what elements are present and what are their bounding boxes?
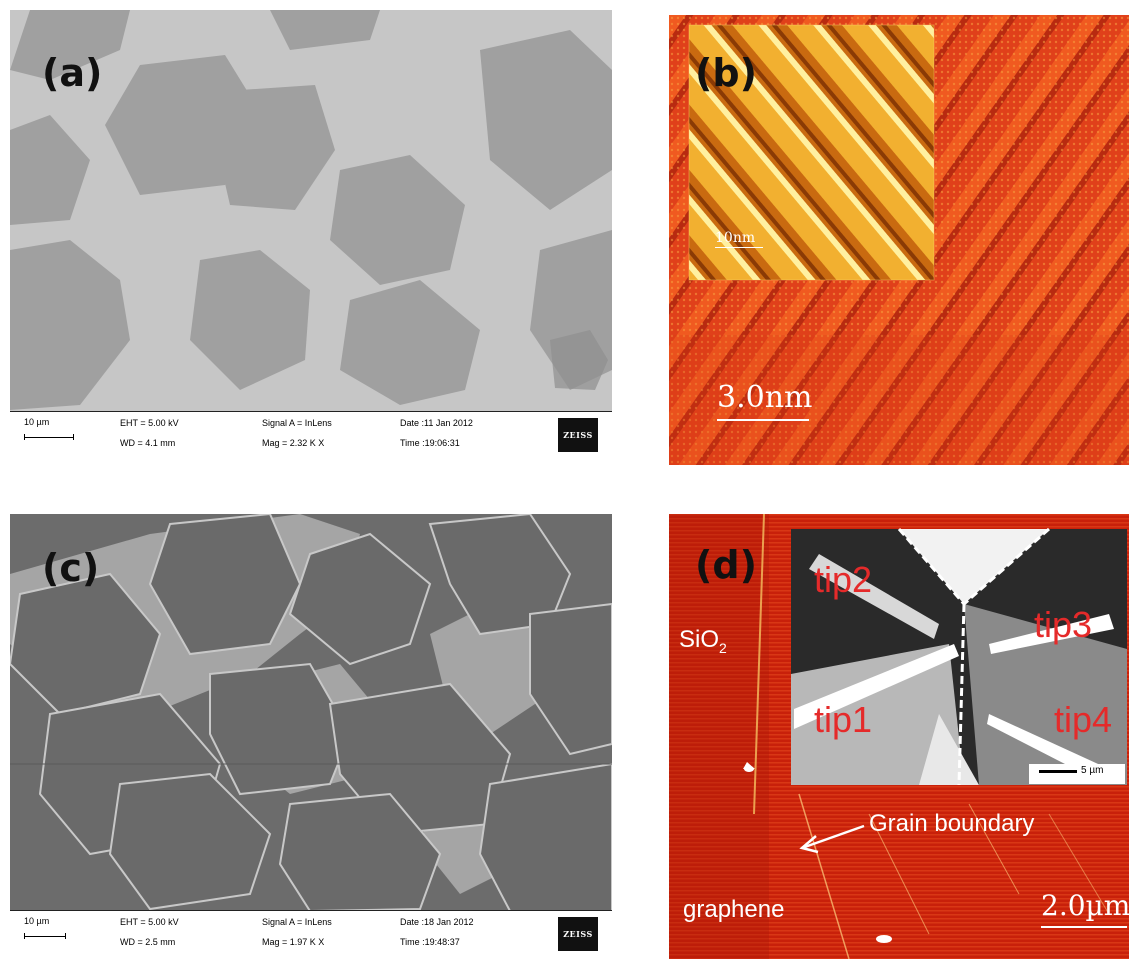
inset-scale-label: 5 µm [1081, 765, 1104, 776]
scale-bar [24, 434, 74, 440]
arrow-icon [799, 824, 865, 854]
date-value: Date :18 Jan 2012 [400, 917, 474, 927]
sem-image-a [10, 10, 612, 412]
scale-label: 10 µm [24, 916, 50, 926]
panel-label-c: (c) [42, 546, 100, 590]
time-value: Time :19:06:31 [400, 438, 460, 448]
panel-c: (c) 10 µm EHT = 5.00 kV WD = 2.5 mm Sign… [10, 514, 612, 959]
tip1-label: tip1 [814, 699, 873, 740]
time-value: Time :19:48:37 [400, 937, 460, 947]
mag-value: Mag = 1.97 K X [262, 937, 325, 947]
signal-value: Signal A = InLens [262, 917, 332, 927]
sem-info-bar-c: 10 µm EHT = 5.00 kV WD = 2.5 mm Signal A… [10, 910, 612, 959]
panel-label-d: (d) [695, 543, 757, 587]
tip2-label: tip2 [814, 559, 873, 600]
sio2-label: SiO2 [679, 626, 727, 656]
tip3-label: tip3 [1034, 604, 1093, 645]
afm-scale-label: 2.0µm [1041, 889, 1129, 922]
panel-d: (d) tip2 tip3 tip1 tip4 5 µm SiO2 Grain … [669, 514, 1129, 959]
signal-value: Signal A = InLens [262, 418, 332, 428]
afm-image-d [669, 514, 1129, 959]
mag-value: Mag = 2.32 K X [262, 438, 325, 448]
inset-scale-label: 10nm [715, 230, 756, 246]
date-value: Date :11 Jan 2012 [400, 418, 473, 428]
sem-info-bar-a: 10 µm EHT = 5.00 kV WD = 4.1 mm Signal A… [10, 411, 612, 460]
stm-scale-bar [717, 419, 809, 429]
grain-boundary-label: Grain boundary [869, 810, 1035, 837]
eht-value: EHT = 5.00 kV [120, 418, 179, 428]
zeiss-logo: ZEISS [558, 917, 598, 951]
stm-scale-label: 3.0nm [717, 380, 813, 415]
graphene-label: graphene [683, 896, 785, 923]
scale-bar [24, 933, 66, 939]
panel-label-b: (b) [695, 51, 757, 95]
wd-value: WD = 2.5 mm [120, 937, 176, 947]
stm-image-b [669, 15, 1129, 465]
zeiss-logo: ZEISS [558, 418, 598, 452]
panel-a: (a) 10 µm EHT = 5.00 kV WD = 4.1 mm Sign… [10, 10, 612, 460]
sem-image-c [10, 514, 612, 911]
wd-value: WD = 4.1 mm [120, 438, 176, 448]
inset-scale-bar [715, 247, 763, 256]
panel-b: (b) 10nm 3.0nm [669, 15, 1129, 465]
afm-scale-bar [1041, 926, 1127, 936]
inset-scale-bar [1039, 770, 1077, 773]
tip4-label: tip4 [1054, 699, 1113, 740]
eht-value: EHT = 5.00 kV [120, 917, 179, 927]
panel-label-a: (a) [42, 51, 103, 95]
scale-label: 10 µm [24, 417, 50, 427]
